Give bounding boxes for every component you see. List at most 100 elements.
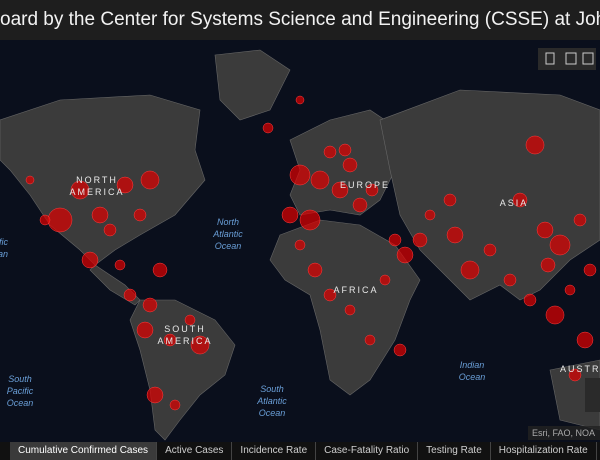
case-circle xyxy=(396,246,414,264)
map-label: Atlantic xyxy=(256,396,287,406)
tab[interactable]: Active Cases xyxy=(157,442,233,460)
case-circle xyxy=(364,334,376,346)
map-label: SOUTH xyxy=(164,324,206,334)
map-label: Ocean xyxy=(259,408,286,418)
bookmark-button[interactable] xyxy=(545,52,555,65)
map-toolbar xyxy=(538,48,600,412)
case-circle xyxy=(295,95,305,105)
map-label: NORTH xyxy=(76,175,118,185)
map-label: Indian xyxy=(460,360,485,370)
case-circle xyxy=(281,206,299,224)
case-circle xyxy=(388,233,402,247)
tab[interactable]: Incidence Rate xyxy=(232,442,317,460)
case-circle xyxy=(47,207,73,233)
toolbar-bg xyxy=(538,48,596,70)
zoom-control[interactable] xyxy=(585,378,600,412)
tab[interactable]: Hospitalization Rate xyxy=(491,442,597,460)
case-circle xyxy=(190,335,210,355)
attribution: Esri, FAO, NOA xyxy=(532,428,595,438)
case-circle xyxy=(81,251,99,269)
case-circle xyxy=(142,297,158,313)
case-circle xyxy=(446,226,464,244)
case-circle xyxy=(294,239,306,251)
case-circle xyxy=(331,181,349,199)
case-circle xyxy=(573,213,587,227)
case-circle xyxy=(116,176,134,194)
case-circle xyxy=(576,331,594,349)
case-circle xyxy=(583,263,597,277)
map-label: AFRICA xyxy=(333,285,378,295)
map-label: ASIA xyxy=(500,198,529,208)
case-circle xyxy=(184,314,196,326)
title-bar: oard by the Center for Systems Science a… xyxy=(0,0,600,40)
case-circle xyxy=(503,273,517,287)
map: NORTH AMERICA North Atlantic Ocean EUROPE ASIA… xyxy=(0,40,600,442)
case-circle xyxy=(443,193,457,207)
case-circle xyxy=(352,197,368,213)
case-circle xyxy=(545,305,565,325)
case-circle xyxy=(289,164,311,186)
case-circle xyxy=(310,170,330,190)
asia xyxy=(379,89,600,301)
africa xyxy=(269,219,421,396)
map-label: ean xyxy=(0,249,8,259)
greenland xyxy=(214,49,291,121)
basemap-button[interactable] xyxy=(582,52,594,65)
map-label: EUROPE xyxy=(340,180,390,190)
case-circle xyxy=(412,232,428,248)
case-circle xyxy=(136,321,154,339)
case-circle xyxy=(323,145,337,159)
case-circle xyxy=(525,135,545,155)
title: oard by the Center for Systems Science a… xyxy=(0,9,600,30)
case-circle xyxy=(70,180,90,200)
map-label: acific xyxy=(0,237,8,247)
map-label: South xyxy=(260,384,284,394)
case-circle xyxy=(379,274,391,286)
case-circle xyxy=(512,192,528,208)
case-circle xyxy=(103,223,117,237)
south-america xyxy=(129,299,236,441)
case-circle xyxy=(523,293,537,307)
case-circle xyxy=(163,333,177,347)
case-circle xyxy=(114,259,126,271)
case-circle xyxy=(152,262,168,278)
tab[interactable]: Testing Rate xyxy=(418,442,491,460)
australia xyxy=(549,359,600,431)
map-label: AUSTR xyxy=(560,364,600,374)
map-labels: NORTH AMERICA North Atlantic Ocean EUROPE ASIA… xyxy=(0,175,600,418)
tab-bar: Cumulative Confirmed Cases Active Cases In… xyxy=(0,442,600,460)
case-circle xyxy=(344,304,356,316)
case-circle xyxy=(146,386,164,404)
tab[interactable]: Cumulative Confirmed Cases xyxy=(10,442,158,460)
map-label: Pacific xyxy=(7,386,34,396)
list-button[interactable] xyxy=(565,52,577,65)
case-circle xyxy=(549,234,571,256)
tab[interactable]: Case-Fatality Ratio xyxy=(316,442,419,460)
map-label: South xyxy=(8,374,32,384)
case-circle xyxy=(338,143,352,157)
map-label: Atlantic xyxy=(212,229,243,239)
case-circle xyxy=(460,260,480,280)
case-circle xyxy=(540,257,556,273)
case-circle xyxy=(299,209,321,231)
case-circle xyxy=(169,399,181,411)
case-circle xyxy=(25,175,35,185)
case-circle xyxy=(365,183,379,197)
case-circle xyxy=(323,288,337,302)
case-circles xyxy=(25,95,597,411)
map-label: AMERICA xyxy=(157,336,212,346)
case-circle xyxy=(140,170,160,190)
case-circle xyxy=(424,209,436,221)
case-circle xyxy=(536,221,554,239)
case-circle xyxy=(568,368,582,382)
case-circle xyxy=(393,343,407,357)
map-label: Ocean xyxy=(215,241,242,251)
case-circle xyxy=(39,214,51,226)
case-circle xyxy=(133,208,147,222)
case-circle xyxy=(262,122,274,134)
case-circle xyxy=(564,284,576,296)
map-label: Ocean xyxy=(459,372,486,382)
case-circle xyxy=(342,157,358,173)
case-circle xyxy=(307,262,323,278)
